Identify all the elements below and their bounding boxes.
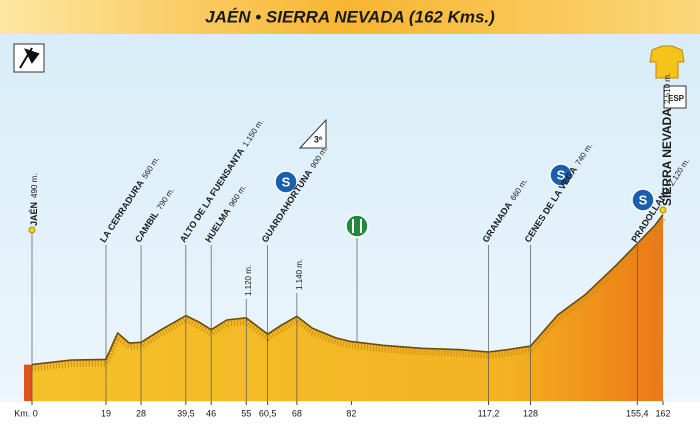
x-tick-label: 117,2 bbox=[478, 408, 500, 418]
annotation: 1.140 m. bbox=[295, 259, 304, 290]
sprint-label: S bbox=[282, 174, 291, 189]
finish-category: ESP bbox=[668, 94, 685, 103]
start-wall bbox=[24, 364, 32, 401]
start-icon bbox=[13, 43, 45, 73]
feed-zone-icon bbox=[345, 214, 369, 238]
x-tick-label: 60,5 bbox=[259, 408, 277, 418]
x-tick-label: 39,5 bbox=[177, 408, 195, 418]
axis-band bbox=[0, 402, 700, 444]
summit-dot bbox=[659, 206, 667, 214]
x-tick-label: 128 bbox=[523, 408, 538, 418]
annotation: 1.120 m. bbox=[244, 265, 253, 296]
x-tick-label: 68 bbox=[292, 408, 302, 418]
annotation-name: JAÉN bbox=[29, 202, 39, 226]
annotation-name: SIERRA NEVADA bbox=[660, 108, 674, 206]
sprint-icon: S bbox=[631, 188, 655, 212]
summit-dot bbox=[28, 226, 36, 234]
x-tick-label: Km. 0 bbox=[14, 408, 38, 418]
sprint-label: S bbox=[639, 192, 648, 207]
finish-category-badge: ESP bbox=[663, 85, 687, 109]
x-tick-label: 28 bbox=[136, 408, 146, 418]
annotation: JAÉN 490 m. bbox=[29, 174, 39, 226]
x-tick-label: 162 bbox=[655, 408, 670, 418]
sprint-icon: S bbox=[549, 163, 573, 187]
title-bar bbox=[0, 0, 700, 34]
profile-line bbox=[31, 214, 664, 366]
climb-category-badge: 3ª bbox=[298, 118, 327, 149]
x-tick-label: 82 bbox=[346, 408, 356, 418]
climb-category: 3ª bbox=[314, 134, 323, 144]
annotation: SIERRA NEVADA 2.510 m. bbox=[660, 73, 674, 206]
x-tick-label: 19 bbox=[101, 408, 111, 418]
annotation-elevation: 2.510 m. bbox=[663, 73, 672, 104]
sprint-label: S bbox=[557, 167, 566, 182]
x-tick-label: 55 bbox=[241, 408, 251, 418]
sprint-icon: S bbox=[274, 170, 298, 194]
chart-title: JAÉN • SIERRA NEVADA (162 Kms.) bbox=[205, 7, 495, 26]
x-tick-label: 155,4 bbox=[626, 408, 649, 418]
annotation-elevation: 490 m. bbox=[30, 174, 39, 198]
x-tick-label: 46 bbox=[206, 408, 216, 418]
annotation-elevation: 1.140 m. bbox=[295, 259, 304, 290]
leader-jersey-icon bbox=[649, 45, 685, 79]
annotation-elevation: 1.120 m. bbox=[244, 265, 253, 296]
